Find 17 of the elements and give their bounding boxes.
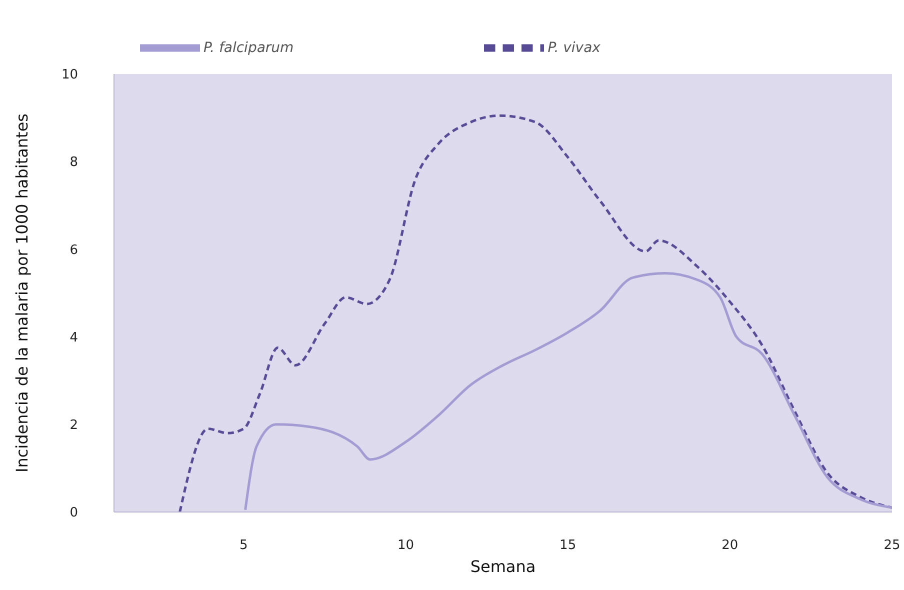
line-series (244, 272, 892, 512)
y-tick-label: 8 (70, 155, 78, 170)
x-tick-label: 25 (884, 538, 900, 554)
x-tick-label: 5 (240, 538, 248, 554)
legend-label: P. falciparum (204, 40, 294, 56)
x-tick-label: 10 (397, 538, 414, 554)
x-tick-label: 20 (722, 538, 738, 554)
x-tick-label: 15 (560, 538, 576, 554)
legend-label: P. vivax (548, 40, 600, 56)
y-tick-label: 2 (70, 418, 78, 434)
y-tick-label: 4 (70, 330, 78, 346)
y-axis-title: Incidencia de la malaria por 1000 habitantes (12, 114, 32, 472)
line-series (178, 114, 892, 512)
y-tick-label: 0 (70, 506, 78, 521)
x-axis-title: Semana (470, 557, 536, 576)
y-tick-label: 6 (70, 242, 78, 258)
y-tick-label: 10 (61, 68, 78, 83)
